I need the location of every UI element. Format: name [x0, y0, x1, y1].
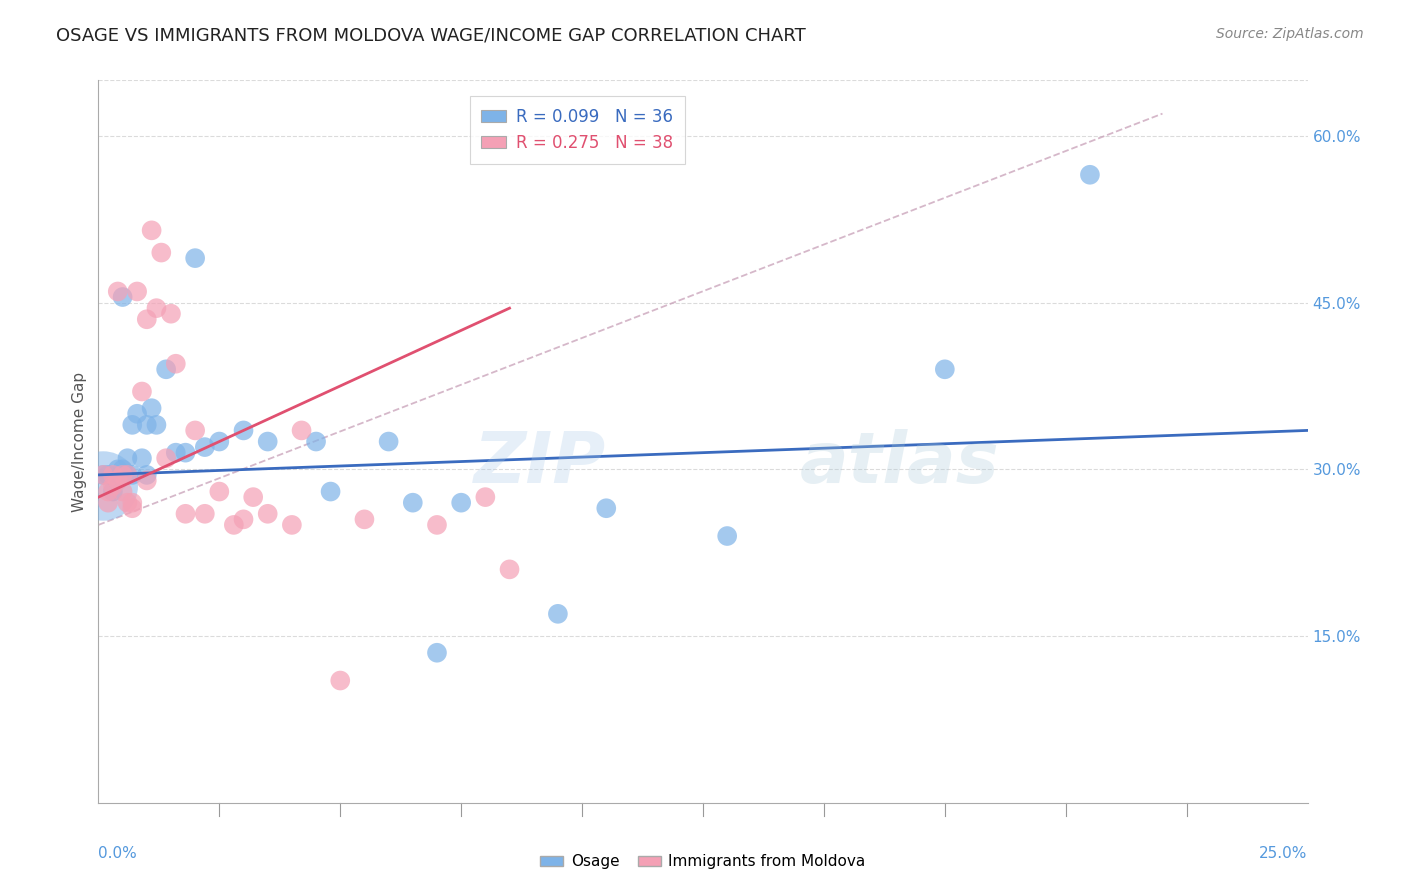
Point [111, 484, 134, 499]
Point [131, 384, 153, 399]
Legend: R = 0.099   N = 36, R = 0.275   N = 38: R = 0.099 N = 36, R = 0.275 N = 38 [470, 95, 685, 163]
Point [426, 517, 449, 532]
Point [91, 467, 114, 482]
Point [117, 496, 139, 510]
Point [184, 424, 207, 438]
Point [127, 407, 149, 421]
Point [91, 479, 114, 493]
Point [174, 507, 197, 521]
Point [121, 417, 143, 432]
Point [135, 417, 157, 432]
Point [256, 507, 278, 521]
Point [121, 496, 143, 510]
Point [242, 490, 264, 504]
Point [165, 357, 187, 371]
Point [97, 496, 120, 510]
Point [256, 434, 278, 449]
Point [160, 307, 183, 321]
Point [135, 467, 157, 482]
Point [194, 440, 217, 454]
Point [135, 474, 157, 488]
Point [305, 434, 328, 449]
Text: OSAGE VS IMMIGRANTS FROM MOLDOVA WAGE/INCOME GAP CORRELATION CHART: OSAGE VS IMMIGRANTS FROM MOLDOVA WAGE/IN… [56, 27, 806, 45]
Y-axis label: Wage/Income Gap: Wage/Income Gap [72, 371, 87, 512]
Point [319, 484, 342, 499]
Point [155, 362, 177, 376]
Point [141, 223, 163, 237]
Point [353, 512, 375, 526]
Point [111, 290, 134, 304]
Point [1078, 168, 1101, 182]
Point [184, 251, 207, 265]
Point [131, 451, 153, 466]
Point [101, 467, 124, 482]
Text: atlas: atlas [800, 429, 1000, 498]
Point [155, 451, 177, 466]
Point [150, 245, 173, 260]
Point [121, 467, 143, 482]
Text: 0.0%: 0.0% [98, 847, 138, 861]
Point [426, 646, 449, 660]
Point [174, 445, 197, 459]
Point [97, 467, 120, 482]
Point [934, 362, 956, 376]
Point [194, 507, 217, 521]
Point [222, 517, 245, 532]
Point [547, 607, 569, 621]
Point [232, 424, 254, 438]
Point [91, 467, 114, 482]
Point [107, 474, 129, 488]
Point [474, 490, 496, 504]
Point [329, 673, 352, 688]
Point [716, 529, 738, 543]
Point [117, 451, 139, 466]
Point [402, 496, 425, 510]
Point [101, 479, 124, 493]
Point [127, 285, 149, 299]
Legend: Osage, Immigrants from Moldova: Osage, Immigrants from Moldova [534, 848, 872, 875]
Point [208, 434, 231, 449]
Point [165, 445, 187, 459]
Point [141, 401, 163, 416]
Point [117, 467, 139, 482]
Point [377, 434, 399, 449]
Point [111, 462, 134, 476]
Point [107, 474, 129, 488]
Text: 25.0%: 25.0% [1260, 847, 1308, 861]
Point [208, 484, 231, 499]
Point [145, 301, 167, 315]
Text: Source: ZipAtlas.com: Source: ZipAtlas.com [1216, 27, 1364, 41]
Point [498, 562, 520, 576]
Point [107, 285, 129, 299]
Point [145, 417, 167, 432]
Text: ZIP: ZIP [474, 429, 606, 498]
Point [232, 512, 254, 526]
Point [121, 501, 143, 516]
Point [101, 484, 124, 499]
Point [595, 501, 617, 516]
Point [281, 517, 304, 532]
Point [135, 312, 157, 326]
Point [117, 467, 139, 482]
Point [111, 467, 134, 482]
Point [97, 484, 120, 499]
Point [450, 496, 472, 510]
Point [290, 424, 312, 438]
Point [107, 462, 129, 476]
